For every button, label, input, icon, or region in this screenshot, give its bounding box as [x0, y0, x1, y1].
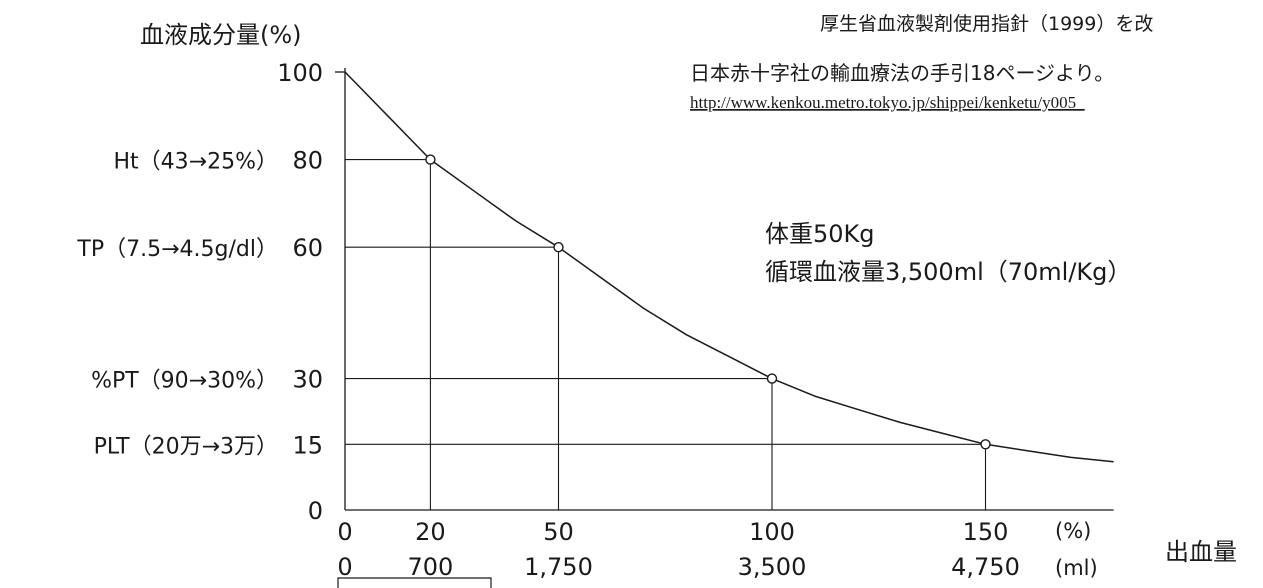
x-tick-percent-4: 150	[963, 518, 1009, 546]
y-axis-title: 血液成分量(%)	[140, 21, 302, 49]
y-tick-label-3: 30	[292, 366, 323, 394]
x-tick-percent-3: 100	[749, 518, 795, 546]
y-tick-label-5: 0	[308, 497, 323, 525]
x-tick-ml-1: 700	[407, 553, 453, 581]
annotation-blood-volume: 循環血液量3,500ml（70ml/Kg）	[765, 258, 1131, 286]
y-annotation-label-0: Ht（43→25%）	[114, 150, 279, 175]
y-annotation-label-1: TP（7.5→4.5g/dl）	[76, 237, 278, 262]
y-tick-labels: 100 80 60 30 15 0	[277, 59, 323, 525]
x-tick-labels: 0 20 50 100 150 0 700 1,750 3,500 4,750	[337, 518, 1020, 581]
data-point-2	[766, 373, 778, 384]
source-title: 厚生省血液製剤使用指針（1999）を改	[820, 13, 1153, 35]
x-tick-ml-4: 4,750	[951, 553, 1020, 581]
marker-layer	[425, 154, 991, 450]
y-tick-label-0: 100	[277, 59, 323, 87]
y-annotations: Ht（43→25%） TP（7.5→4.5g/dl） %PT（90→30%） PLT（…	[76, 150, 278, 460]
x-tick-percent-0: 0	[337, 518, 352, 546]
axes	[335, 68, 1114, 511]
data-point-3	[980, 439, 991, 450]
y-tick-label-4: 15	[292, 431, 323, 459]
data-point-1	[553, 241, 564, 253]
data-point-0	[425, 154, 436, 165]
x-tick-percent-1: 20	[415, 518, 446, 546]
guide-lines	[345, 159, 987, 510]
x-tick-percent-2: 50	[543, 518, 574, 546]
x-tick-ml-2: 1,750	[524, 553, 593, 581]
x-unit-ml: (ml)	[1055, 556, 1098, 580]
y-tick-label-1: 80	[292, 147, 323, 175]
y-annotation-label-2: %PT（90→30%）	[91, 369, 278, 394]
x-tick-ml-3: 3,500	[738, 553, 807, 581]
x-axis-title: 出血量	[1165, 538, 1237, 566]
bottom-box	[337, 577, 492, 588]
source-reference: 日本赤十字社の輸血療法の手引18ページより。	[690, 61, 1114, 85]
x-tick-ml-0: 0	[337, 553, 352, 581]
x-unit-percent: (%)	[1055, 519, 1091, 543]
y-annotation-label-3: PLT（20万→3万）	[94, 434, 278, 459]
y-tick-label-2: 60	[292, 234, 323, 262]
source-url: http://www.kenkou.metro.tokyo.jp/shippei…	[690, 93, 1085, 112]
annotation-weight: 体重50Kg	[765, 220, 875, 248]
